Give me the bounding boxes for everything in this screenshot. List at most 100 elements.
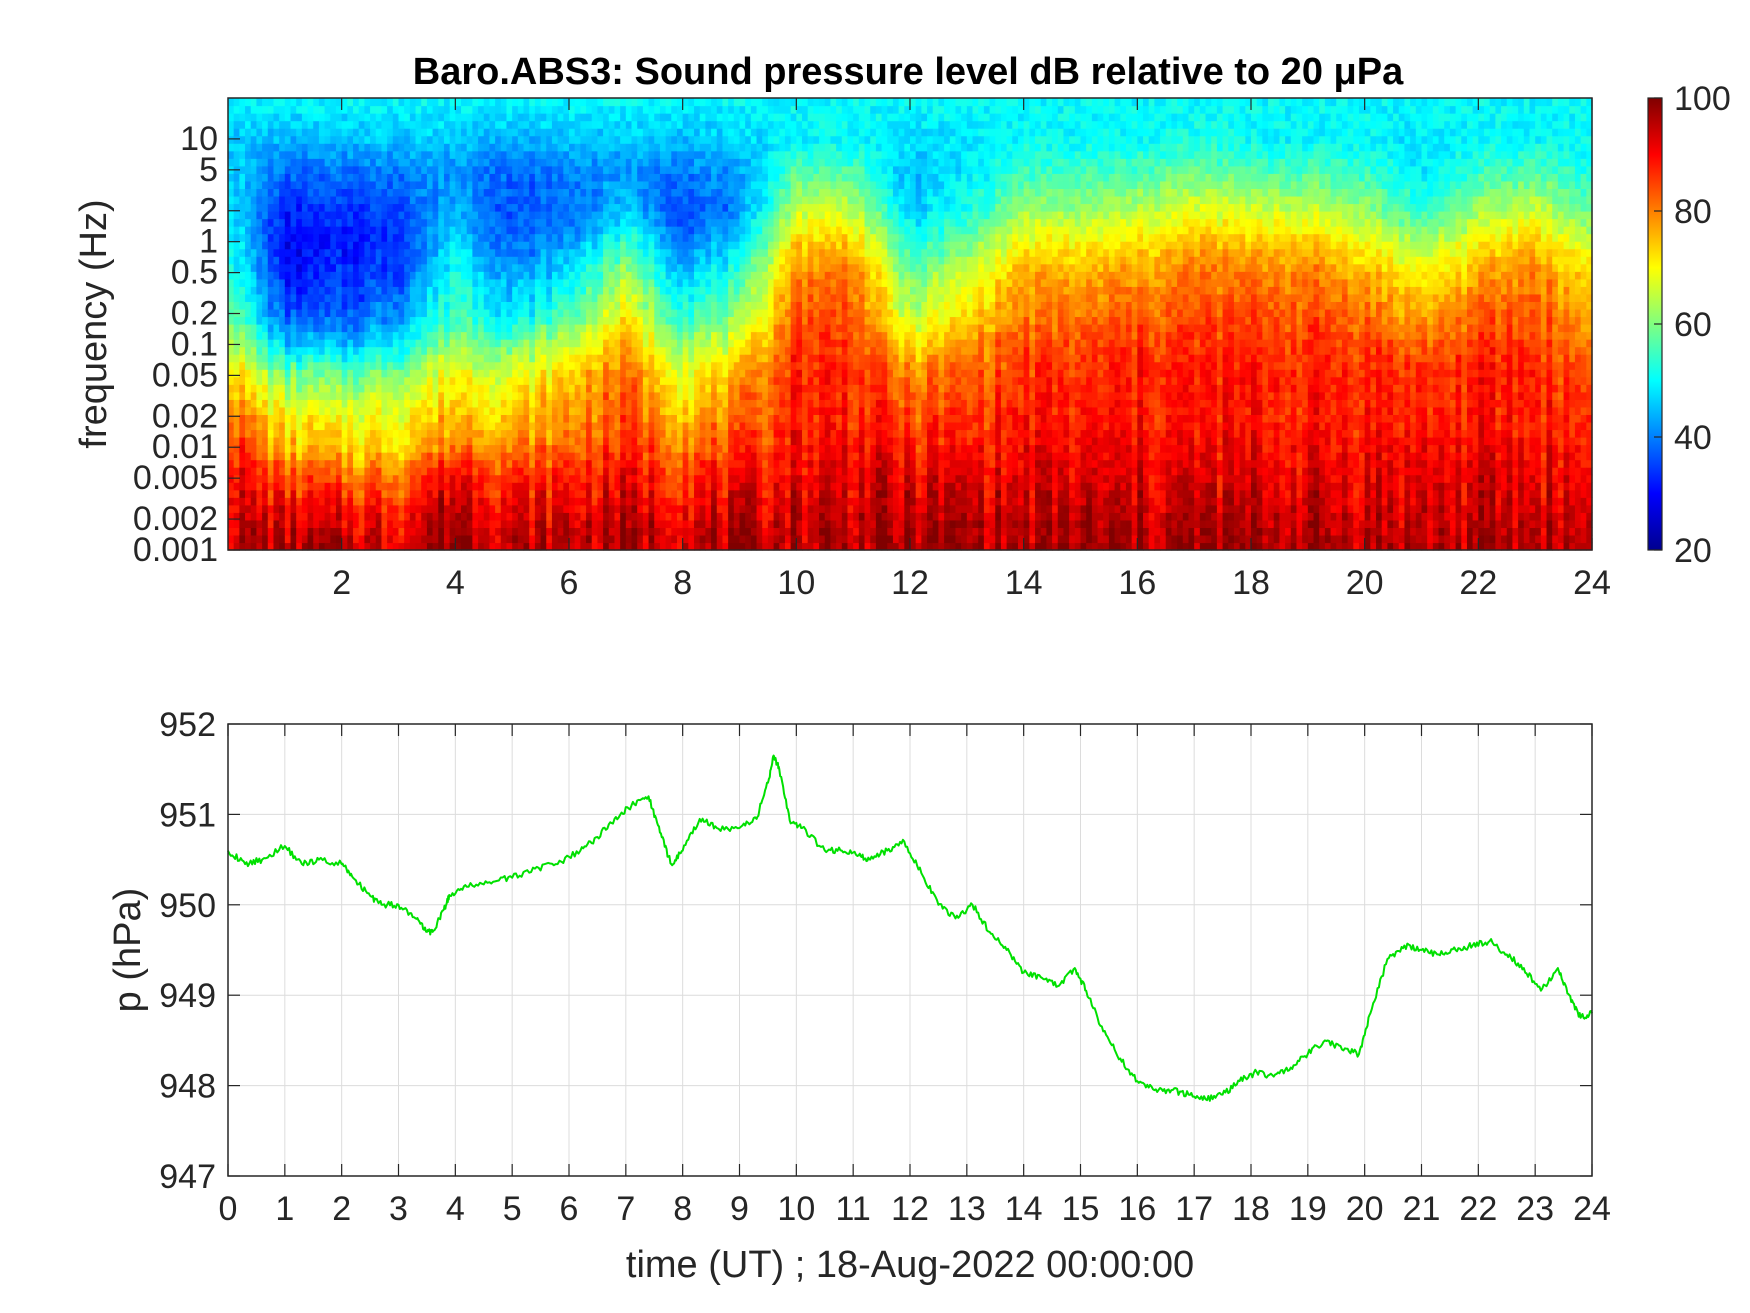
- spectrogram-cell: [256, 542, 263, 551]
- spectrogram-cell: [682, 150, 689, 159]
- spectrogram-cell: [648, 512, 655, 521]
- spectrogram-cell: [307, 331, 314, 340]
- spectrogram-cell: [665, 361, 672, 370]
- spectrogram-cell: [546, 534, 553, 544]
- spectrogram-cell: [512, 301, 519, 310]
- spectrogram-cell: [250, 143, 258, 152]
- spectrogram-cell: [239, 226, 246, 235]
- spectrogram-cell: [313, 278, 320, 287]
- spectrogram-cell: [699, 467, 706, 476]
- spectrogram-cell: [500, 429, 508, 438]
- spectrogram-cell: [478, 98, 485, 107]
- spectrogram-cell: [364, 135, 371, 144]
- spectrogram-cell: [421, 339, 428, 348]
- spectrogram-cell: [551, 414, 559, 423]
- spectrogram-cell: [404, 180, 411, 189]
- spectrogram-cell: [620, 361, 627, 370]
- spectrogram-cell: [574, 241, 581, 250]
- spectrogram-cell: [591, 339, 599, 348]
- spectrogram-cell: [506, 180, 513, 189]
- spectrogram-cell: [353, 271, 360, 280]
- spectrogram-cell: [370, 519, 377, 528]
- spectrogram-cell: [330, 429, 337, 438]
- spectrogram-cell: [461, 361, 468, 370]
- spectrogram-cell: [517, 143, 525, 152]
- spectrogram-cell: [364, 203, 371, 212]
- spectrogram-cell: [676, 278, 684, 287]
- spectrogram-cell: [284, 467, 292, 476]
- spectrogram-cell: [421, 195, 428, 205]
- spectrogram-cell: [404, 158, 411, 167]
- spectrogram-cell: [301, 437, 309, 446]
- spectrogram-cell: [313, 361, 320, 370]
- spectrogram-cell: [682, 384, 689, 393]
- spectrogram-cell: [529, 286, 536, 295]
- spectrogram-cell: [398, 248, 405, 257]
- spectrogram-cell: [426, 105, 434, 114]
- spectrogram-cell: [398, 120, 405, 129]
- spectrogram-cell: [534, 384, 542, 393]
- spectrogram-cell: [353, 467, 360, 476]
- spectrogram-cell: [654, 98, 661, 107]
- spectrogram-cell: [648, 180, 655, 189]
- spectrogram-cell: [296, 165, 303, 174]
- spectrogram-cell: [392, 98, 400, 107]
- spectrogram-cell: [279, 339, 286, 348]
- spectrogram-cell: [466, 293, 473, 302]
- spectrogram-cell: [563, 271, 570, 280]
- spectrogram-cell: [443, 143, 451, 152]
- spectrogram-cell: [233, 98, 240, 107]
- spectrogram-cell: [478, 384, 485, 393]
- spectrogram-cell: [586, 354, 593, 363]
- spectrogram-cell: [557, 218, 564, 227]
- spectrogram-cell: [540, 452, 547, 461]
- spectrogram-cell: [506, 429, 513, 438]
- spectrogram-cell: [580, 226, 587, 235]
- spectrogram-cell: [659, 301, 667, 310]
- spectrogram-cell: [546, 324, 553, 333]
- spectrogram-cell: [603, 346, 610, 355]
- spectrogram-cell: [330, 128, 337, 137]
- spectrogram-cell: [512, 173, 519, 182]
- spectrogram-cell: [495, 421, 502, 431]
- spectrogram-cell: [370, 293, 377, 302]
- spectrogram-cell: [330, 369, 337, 378]
- spectrogram-cell: [654, 527, 661, 536]
- spectrogram-cell: [483, 489, 491, 498]
- spectrogram-cell: [245, 241, 252, 250]
- spectrogram-cell: [358, 354, 365, 363]
- spectrogram-cell: [642, 256, 650, 265]
- spectrogram-cell: [290, 519, 297, 528]
- spectrogram-cell: [694, 369, 701, 378]
- spectrogram-cell: [438, 339, 445, 348]
- spectrogram-cell: [461, 173, 468, 182]
- spectrogram-cell: [478, 534, 485, 544]
- spectrogram-cell: [381, 534, 388, 544]
- spectrogram-cell: [551, 391, 559, 400]
- spectrogram-cell: [415, 158, 422, 167]
- spectrogram-cell: [676, 497, 684, 506]
- spectrogram-cell: [364, 542, 371, 551]
- spectrogram-cell: [279, 98, 286, 107]
- spectrogram-cell: [432, 241, 439, 250]
- spectrogram-cell: [648, 429, 655, 438]
- spectrogram-cell: [512, 354, 519, 363]
- spectrogram-cell: [318, 467, 326, 476]
- spectrogram-cell: [540, 512, 547, 521]
- spectrogram-cell: [307, 354, 314, 363]
- spectrogram-cell: [461, 437, 468, 446]
- spectrogram-cell: [506, 105, 513, 114]
- spectrogram-cell: [574, 195, 581, 205]
- spectrogram-cell: [449, 339, 456, 348]
- spectrogram-cell: [512, 120, 519, 129]
- spectrogram-cell: [682, 437, 689, 446]
- spectrogram-cell: [290, 293, 297, 302]
- spectrogram-cell: [631, 497, 638, 506]
- spectrogram-cell: [551, 278, 559, 287]
- spectrogram-cell: [631, 150, 638, 159]
- spectrogram-cell: [682, 286, 689, 295]
- spectrogram-cell: [421, 241, 428, 250]
- spectrogram-cell: [614, 444, 621, 453]
- spectrogram-cell: [375, 248, 383, 257]
- spectrogram-cell: [648, 98, 655, 107]
